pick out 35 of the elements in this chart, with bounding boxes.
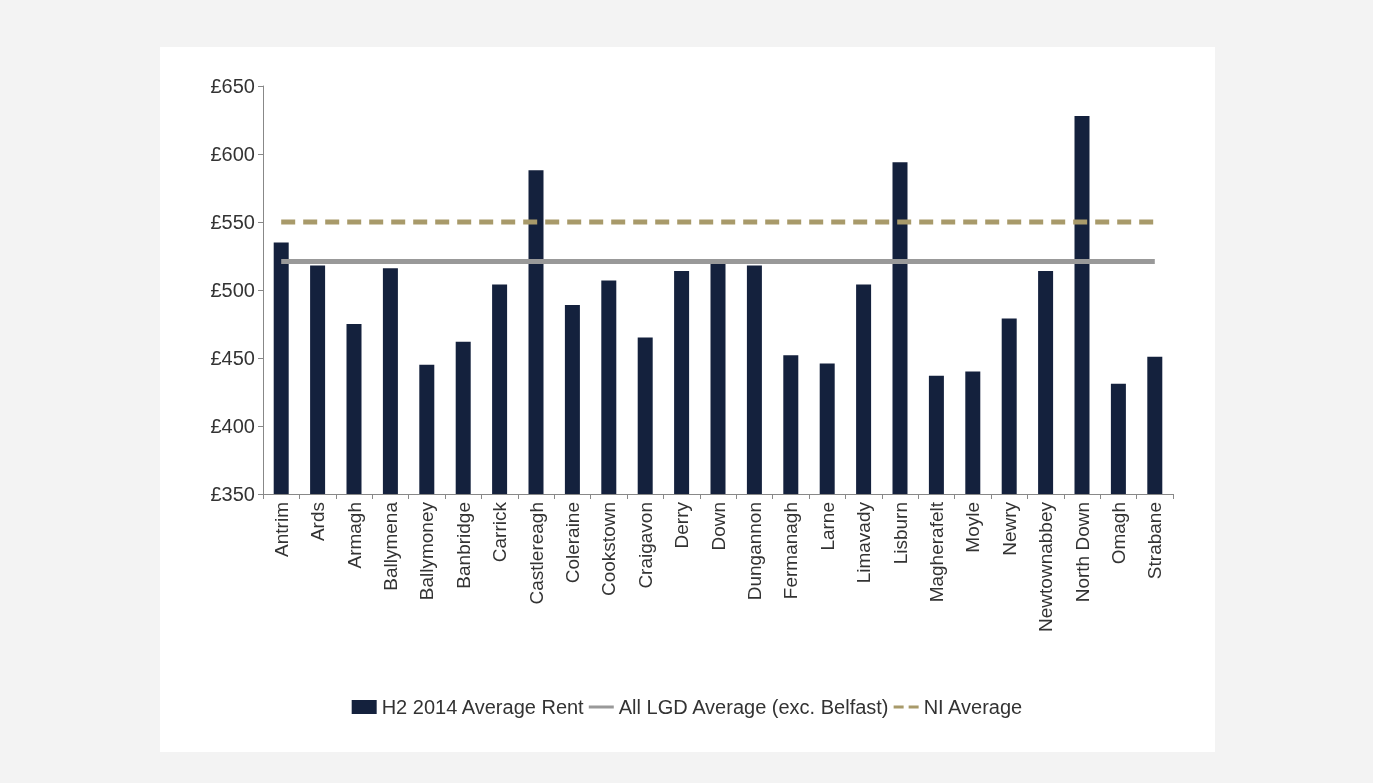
y-tick-label: £650 [210,75,255,97]
x-tick-label: Banbridge [452,502,474,589]
y-tick-label: £550 [210,211,255,233]
x-tick-label: Derry [671,501,693,549]
y-tick-label: £600 [210,143,255,165]
x-tick-label: Ards [307,502,329,542]
y-tick-label: £450 [210,347,255,369]
x-tick-label: Ballymoney [416,501,438,601]
x-tick-label: Dungannon [743,502,765,601]
y-tick-label: £500 [210,279,255,301]
y-tick-label: £400 [210,415,255,437]
x-tick-label: North Down [1071,502,1093,603]
y-tick-label: £350 [210,483,255,505]
x-tick-label: Strabane [1144,502,1166,580]
x-tick-label: Limavady [853,501,875,584]
x-tick-label: Larne [816,502,838,551]
x-tick-label: Magherafelt [925,501,947,603]
x-tick-label: Down [707,502,729,551]
x-tick-label: Ballymena [379,501,401,591]
x-tick-label: Cookstown [598,502,620,596]
x-tick-label: Newry [998,501,1020,556]
x-tick-label: Coleraine [561,502,583,584]
x-tick-label: Fermanagh [780,502,802,600]
x-tick-label: Craigavon [634,502,656,589]
x-tick-label: Omagh [1107,502,1129,565]
x-tick-label: Moyle [962,502,984,553]
x-tick-label: Lisburn [889,502,911,565]
x-tick-label: Newtownabbey [1035,501,1057,632]
x-tick-label: Antrim [270,502,292,557]
legend-label: H2 2014 Average Rent [381,696,585,718]
x-tick-label: Armagh [343,502,365,569]
legend-label: All LGD Average (exc. Belfast) [618,696,889,718]
x-tick-label: Castlereagh [525,502,547,605]
legend-label: NI Average [923,696,1023,718]
x-tick-label: Carrick [489,501,511,563]
